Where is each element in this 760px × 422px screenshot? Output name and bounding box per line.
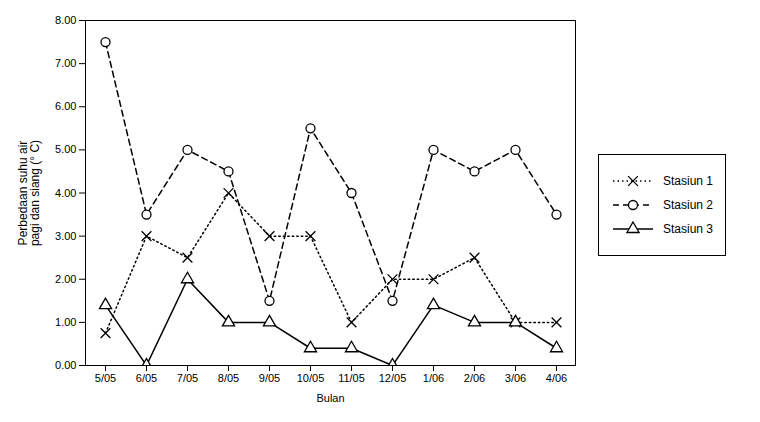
svg-text:0.00: 0.00: [55, 359, 76, 371]
svg-text:10/05: 10/05: [297, 372, 325, 384]
svg-text:4.00: 4.00: [55, 187, 76, 199]
svg-text:9/05: 9/05: [259, 372, 280, 384]
svg-text:1/06: 1/06: [423, 372, 444, 384]
svg-text:11/05: 11/05: [338, 372, 365, 384]
svg-text:7.00: 7.00: [55, 57, 76, 69]
svg-text:5/05: 5/05: [95, 372, 116, 384]
svg-text:4/06: 4/06: [546, 372, 567, 384]
svg-text:3.00: 3.00: [55, 230, 76, 242]
svg-text:Bulan: Bulan: [316, 392, 344, 404]
svg-text:12/05: 12/05: [379, 372, 407, 384]
svg-text:8.00: 8.00: [55, 14, 76, 26]
html-text:Stasiun 2: Stasiun 2: [663, 198, 713, 212]
svg-text:1.00: 1.00: [55, 316, 76, 328]
svg-text:5.00: 5.00: [55, 143, 76, 155]
svg-text:Perbedaan suhu airpagi dan sia: Perbedaan suhu airpagi dan siang (° C): [16, 140, 42, 246]
svg-text:2/06: 2/06: [464, 372, 485, 384]
svg-text:6.00: 6.00: [55, 100, 76, 112]
svg-text:2.00: 2.00: [55, 273, 76, 285]
svg-text:7/05: 7/05: [177, 372, 198, 384]
html-text:Stasiun 1: Stasiun 1: [663, 174, 713, 188]
svg-text:8/05: 8/05: [218, 372, 239, 384]
svg-text:3/06: 3/06: [505, 372, 526, 384]
html-text:Stasiun 3: Stasiun 3: [663, 222, 713, 236]
svg-text:6/05: 6/05: [136, 372, 157, 384]
